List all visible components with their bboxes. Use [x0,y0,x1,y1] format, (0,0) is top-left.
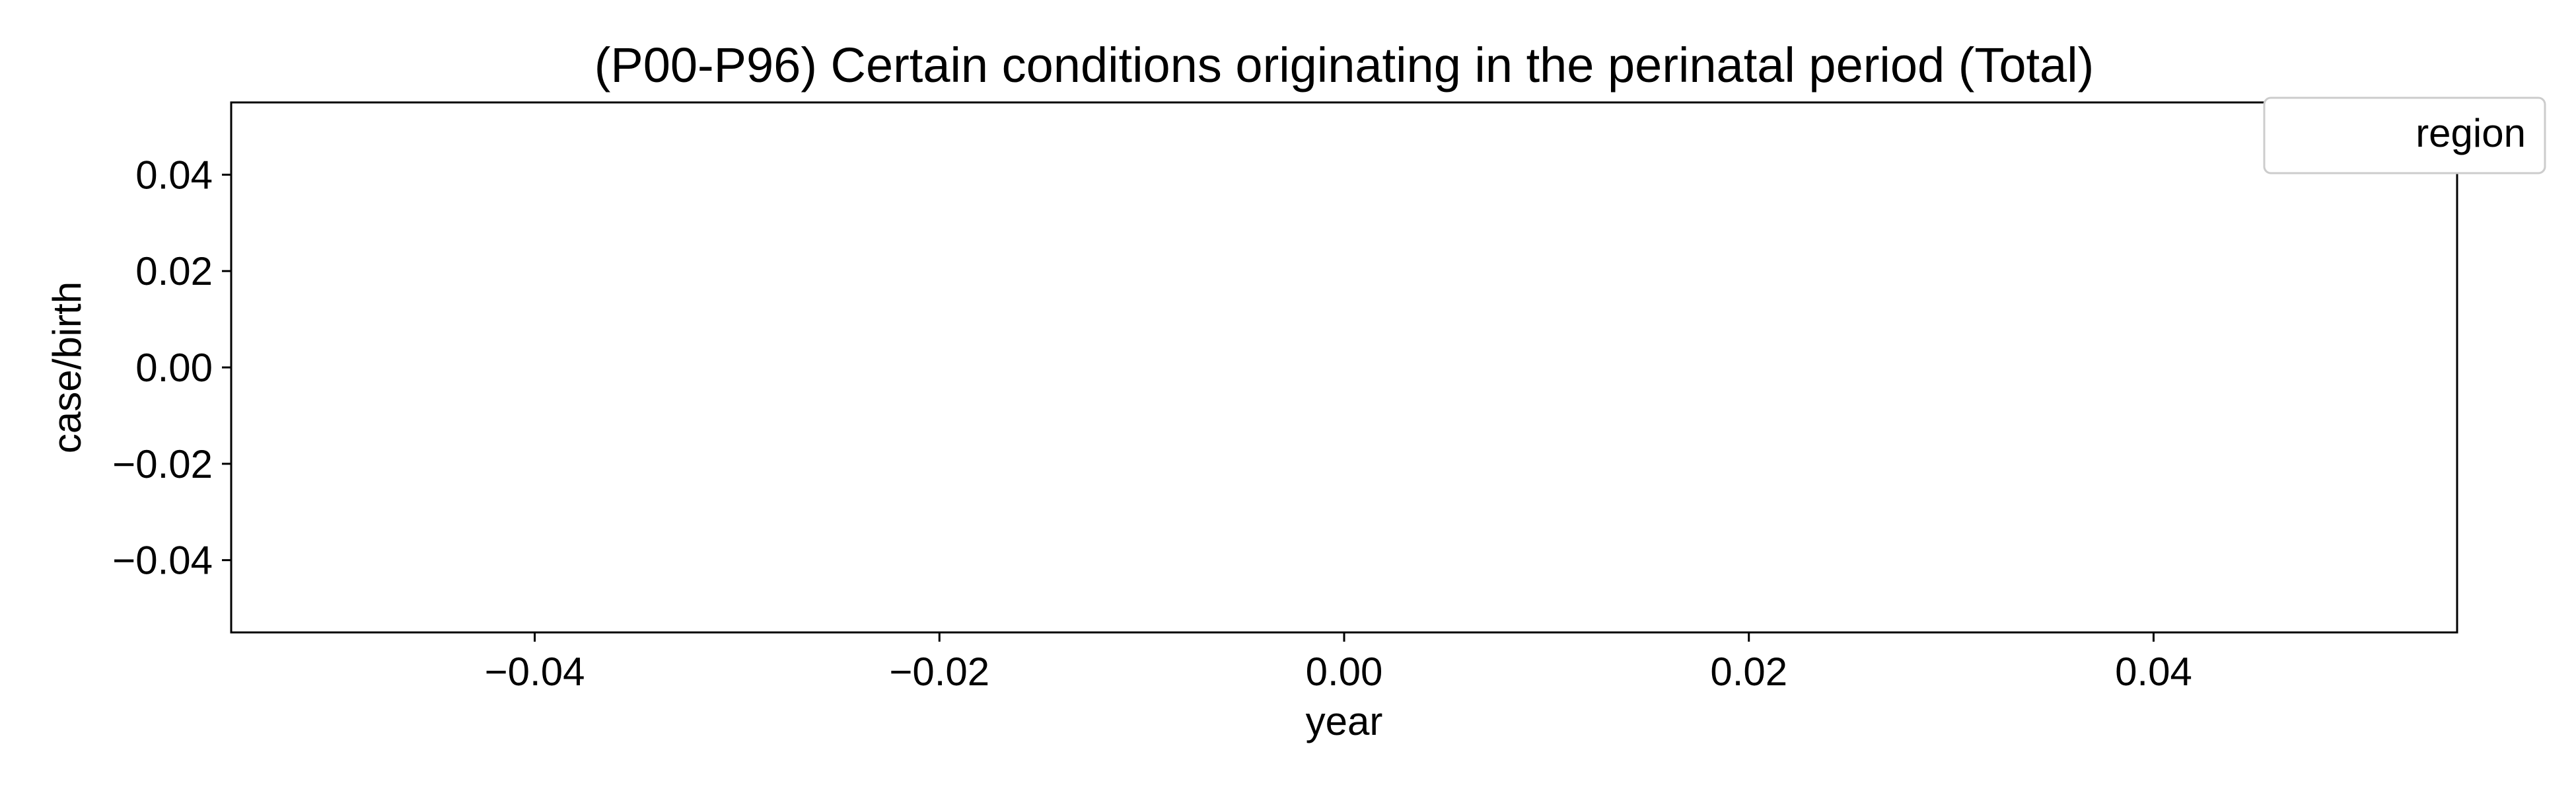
y-tick-label: 0.04 [135,153,213,197]
legend-title: region [2415,111,2526,155]
x-tick-label: 0.02 [1710,650,1787,694]
y-tick-label: −0.04 [112,539,213,583]
x-axis: −0.04 −0.02 0.00 0.02 0.04 [485,632,2192,694]
x-tick-label: 0.00 [1306,650,1383,694]
x-tick-label: 0.04 [2115,650,2192,694]
plot-area [230,101,2458,634]
legend: region [2263,96,2546,174]
x-tick-label: −0.04 [485,650,585,694]
x-tick-label: −0.02 [889,650,989,694]
y-axis-label: case/birth [45,282,89,453]
y-tick-label: −0.02 [112,442,213,486]
y-axis: −0.04 −0.02 0.00 0.02 0.04 [112,153,231,583]
y-tick-label: 0.02 [135,249,213,293]
legend-box [2263,96,2546,174]
chart-title: (P00-P96) Certain conditions originating… [594,38,2094,93]
x-axis-label: year [1306,699,1383,743]
y-tick-label: 0.00 [135,346,213,390]
